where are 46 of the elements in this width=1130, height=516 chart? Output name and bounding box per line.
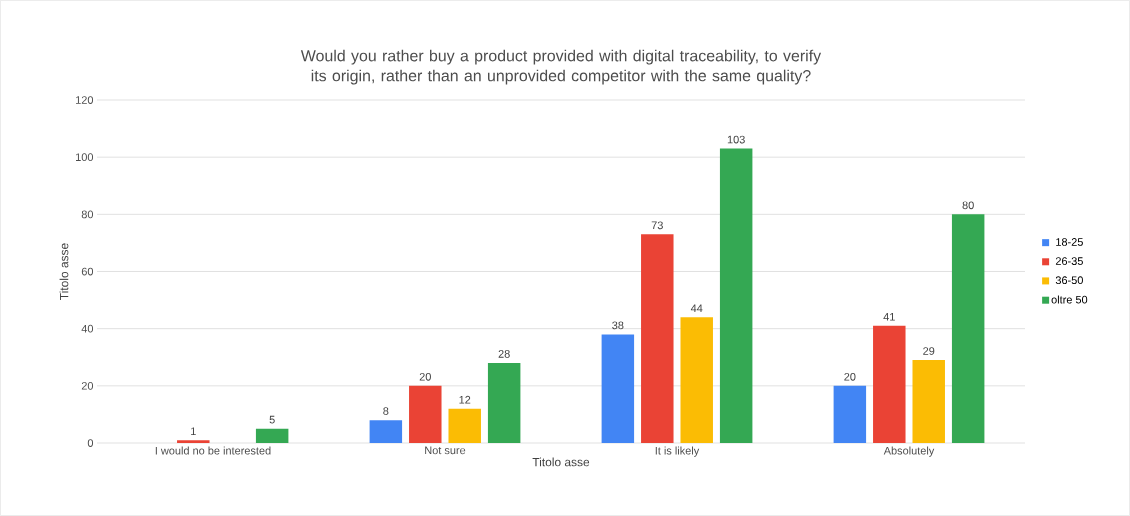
data-label: 5 xyxy=(269,415,275,424)
legend-label: oltre 50 xyxy=(1051,295,1088,304)
y-tick-label: 40 xyxy=(81,324,94,333)
y-axis-title: Titolo asse xyxy=(59,243,69,300)
data-label: 12 xyxy=(459,395,471,404)
bar xyxy=(873,325,906,443)
x-tick-label: Not sure xyxy=(425,446,466,455)
data-label: 20 xyxy=(419,372,431,381)
bar xyxy=(177,440,210,443)
y-tick-label: 80 xyxy=(81,210,94,219)
data-label: 20 xyxy=(844,372,856,381)
x-tick-label: I would no be interested xyxy=(155,446,271,455)
data-label: 44 xyxy=(690,304,703,313)
bar xyxy=(641,234,674,443)
y-tick-label: 20 xyxy=(81,381,94,390)
data-label: 1 xyxy=(191,427,196,435)
bar xyxy=(680,317,713,443)
x-tick-label: It is likely xyxy=(655,446,700,457)
bar xyxy=(487,362,521,443)
bar xyxy=(369,420,403,443)
y-tick-label: 60 xyxy=(81,267,94,276)
data-label: 8 xyxy=(383,407,389,415)
data-label: 103 xyxy=(727,135,745,144)
bar xyxy=(912,360,945,443)
y-tick-label: 100 xyxy=(76,153,94,162)
legend-label: 26-35 xyxy=(1055,257,1083,265)
bar xyxy=(833,385,867,443)
bar xyxy=(448,408,481,443)
bar xyxy=(951,214,985,443)
x-tick-label: Absolutely xyxy=(883,446,935,457)
legend-label: 18-25 xyxy=(1056,238,1083,246)
x-axis-title: Titolo asse xyxy=(532,457,590,467)
y-tick-label: 0 xyxy=(87,439,94,447)
y-tick-label: 120 xyxy=(76,96,94,104)
data-label: 73 xyxy=(651,221,663,230)
bar xyxy=(719,148,753,443)
data-label: 41 xyxy=(883,313,895,321)
bar xyxy=(601,334,635,443)
legend-label: 36-50 xyxy=(1055,276,1083,285)
bar xyxy=(409,385,442,443)
data-label: 38 xyxy=(612,321,624,330)
data-label: 80 xyxy=(962,201,974,210)
data-label: 29 xyxy=(923,347,935,355)
chart-title: Would you rather buy a product provided with digital traceability, to verify its origin, rather than an unprovided competitor with the same quality? xyxy=(300,49,822,85)
data-label: 28 xyxy=(498,350,510,358)
bar xyxy=(255,428,289,443)
